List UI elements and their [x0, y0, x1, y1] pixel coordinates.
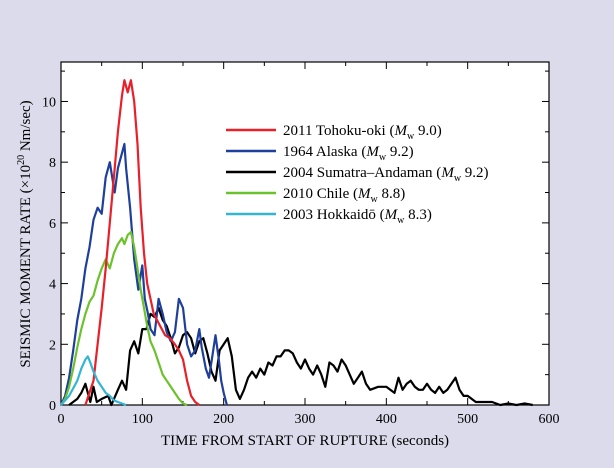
- y-tick-label: 2: [49, 338, 56, 353]
- legend-entry: 2011 Tohoku-oki (Mw 9.0): [283, 123, 442, 142]
- series-line-2003-hokkaid-: [60, 355, 127, 407]
- series-line-2004-sumatra-andaman: [68, 306, 533, 407]
- y-axis-label: SEISMIC MOMENT RATE (×1020 Nm/sec): [16, 100, 34, 367]
- y-tick-label: 4: [49, 278, 56, 293]
- y-tick-label: 10: [42, 95, 56, 110]
- series-line-2011-tohoku-oki: [84, 79, 200, 406]
- legend-entry: 2003 Hokkaidō (Mw 8.3): [283, 207, 432, 226]
- legend-entry: 2010 Chile (Mw 8.8): [283, 186, 405, 205]
- legend-entry: 1964 Alaska (Mw 9.2): [283, 144, 414, 163]
- x-tick-label: 200: [213, 412, 234, 427]
- y-tick-label: 8: [49, 156, 56, 171]
- y-tick-label: 6: [49, 217, 56, 232]
- series-line-2010-chile: [60, 230, 188, 407]
- x-tick-label: 600: [539, 412, 560, 427]
- legend-entry: 2004 Sumatra–Andaman (Mw 9.2): [283, 165, 489, 184]
- y-tick-label: 0: [49, 399, 56, 414]
- x-tick-label: 400: [376, 412, 397, 427]
- x-tick-label: 500: [457, 412, 478, 427]
- x-axis-label: TIME FROM START OF RUPTURE (seconds): [161, 433, 449, 449]
- x-tick-label: 300: [295, 412, 316, 427]
- series-lines: [59, 79, 533, 407]
- x-tick-label: 0: [58, 412, 65, 427]
- legend: 2011 Tohoku-oki (Mw 9.0) 1964 Alaska (Mw …: [226, 123, 489, 226]
- series-line-1964-alaska: [59, 142, 228, 406]
- axis-ticks: 0 100 200 300 400 500 600 0 2 4 6 8 10: [42, 62, 560, 427]
- x-tick-label: 100: [132, 412, 153, 427]
